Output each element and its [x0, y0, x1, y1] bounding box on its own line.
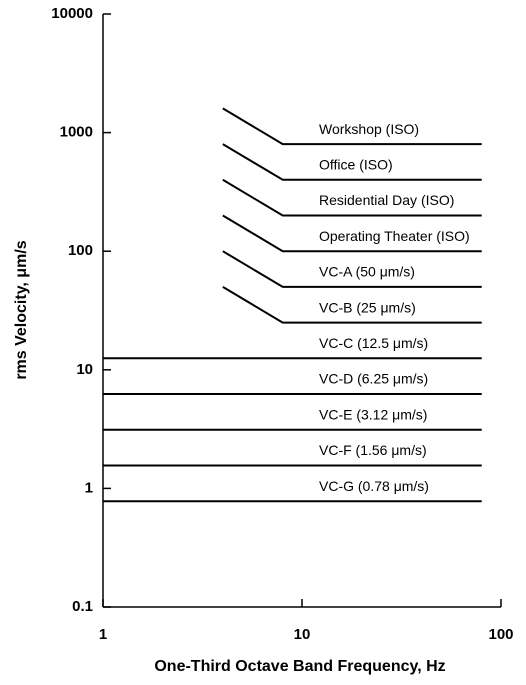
y-tick-label: 1 — [85, 479, 93, 496]
series-label: VC-E (3.12 μm/s) — [319, 406, 427, 422]
x-tick-label: 10 — [294, 626, 311, 643]
series-label: Residential Day (ISO) — [319, 192, 454, 208]
series-label: VC-G (0.78 μm/s) — [319, 478, 429, 494]
y-tick-label: 1000 — [60, 124, 93, 141]
series-line — [222, 250, 482, 288]
y-tick-label: 10000 — [51, 5, 93, 22]
x-axis-title: One-Third Octave Band Frequency, Hz — [154, 658, 445, 675]
series-label: Operating Theater (ISO) — [319, 228, 470, 244]
series-label: Office (ISO) — [319, 156, 393, 172]
x-tick-label: 100 — [488, 626, 513, 643]
series-line — [222, 214, 482, 253]
series-line — [222, 143, 482, 181]
series-label: VC-F (1.56 μm/s) — [319, 442, 427, 458]
series-label: Workshop (ISO) — [319, 121, 419, 137]
series-label: VC-A (50 μm/s) — [319, 264, 415, 280]
y-axis-title: rms Velocity, μm/s — [13, 240, 30, 379]
series-label: VC-D (6.25 μm/s) — [319, 371, 428, 387]
series-line — [222, 286, 482, 324]
y-tick-label: 100 — [68, 242, 93, 259]
y-tick-label: 10 — [76, 361, 93, 378]
series-label: VC-C (12.5 μm/s) — [319, 335, 428, 351]
series-line — [222, 107, 482, 146]
series-label: VC-B (25 μm/s) — [319, 299, 416, 315]
y-tick-label: 0.1 — [72, 598, 93, 615]
series-line — [222, 178, 482, 217]
x-tick-label: 1 — [99, 626, 107, 643]
